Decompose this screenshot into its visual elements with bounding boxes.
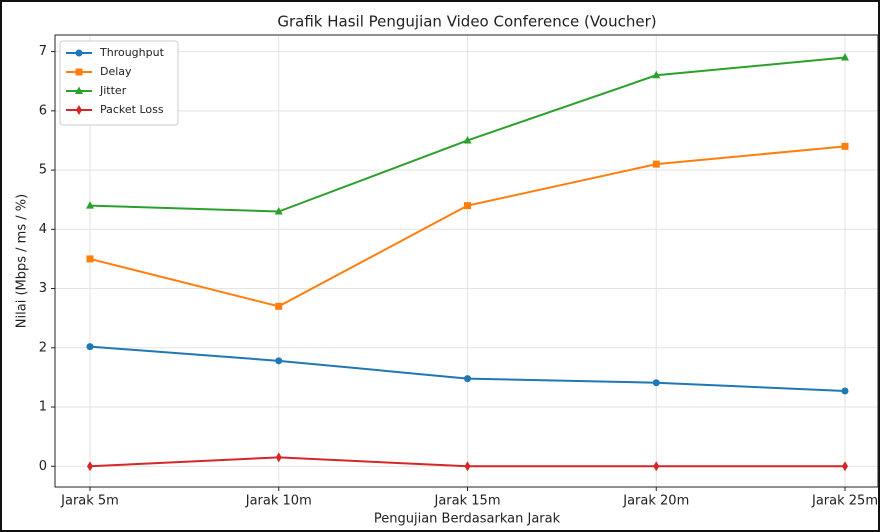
legend-label: Throughput [99, 46, 165, 59]
y-tick-label: 1 [39, 400, 47, 415]
x-tick-label: Jarak 10m [245, 494, 312, 509]
chart-title: Grafik Hasil Pengujian Video Conference … [277, 13, 656, 31]
marker [841, 387, 849, 395]
marker [75, 68, 83, 76]
x-tick-label: Jarak 5m [60, 494, 119, 509]
marker [464, 375, 471, 383]
marker [86, 343, 94, 351]
y-tick-label: 4 [39, 222, 47, 237]
marker [87, 461, 93, 472]
marker [841, 53, 849, 61]
marker [464, 461, 471, 472]
marker [76, 105, 82, 115]
legend-box [59, 40, 179, 126]
y-tick-label: 5 [39, 163, 47, 178]
marker [464, 202, 471, 210]
marker [652, 160, 660, 168]
legend-label: Jitter [99, 84, 127, 97]
x-tick-label: Jarak 20m [622, 494, 689, 509]
marker [841, 142, 849, 150]
x-axis-label: Pengujian Berdasarkan Jarak [374, 512, 561, 527]
plot-area [54, 34, 879, 488]
x-tick-label: Jarak 25m [811, 494, 878, 509]
marker [652, 379, 660, 387]
marker [86, 255, 94, 263]
marker [275, 357, 283, 365]
legend-label: Packet Loss [100, 103, 164, 116]
marker [652, 70, 661, 79]
marker [463, 135, 472, 144]
y-tick-label: 2 [39, 340, 47, 355]
y-tick-label: 3 [39, 281, 47, 296]
legend-label: Delay [100, 65, 132, 78]
y-tick-label: 0 [39, 459, 47, 474]
marker [653, 461, 660, 472]
x-tick-label: Jarak 15m [434, 494, 501, 509]
marker [275, 452, 282, 463]
marker [86, 201, 94, 209]
y-tick-label: 7 [39, 44, 47, 59]
marker [842, 461, 848, 472]
y-tick-label: 6 [39, 103, 47, 118]
marker [274, 207, 283, 215]
y-axis-label: Nilai (Mbps / ms / %) [15, 194, 30, 328]
marker [75, 86, 83, 94]
marker [275, 302, 283, 310]
marker [75, 49, 83, 57]
